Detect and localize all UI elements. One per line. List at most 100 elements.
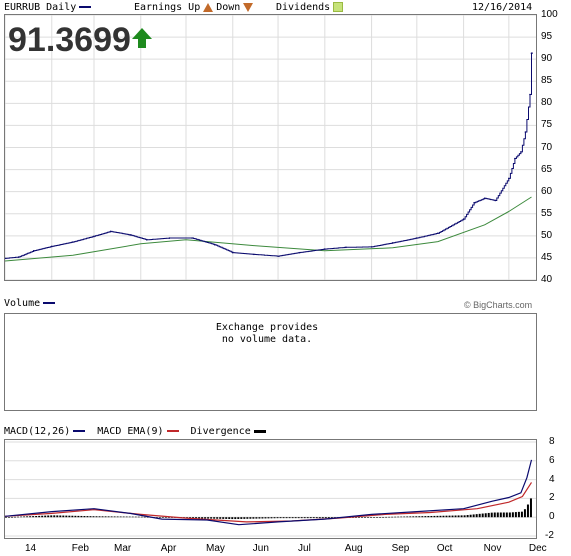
no-volume-line-2: no volume data.	[221, 334, 313, 345]
divergence-bar	[306, 517, 309, 519]
divergence-bar	[41, 515, 44, 518]
divergence-bar	[478, 513, 481, 518]
divergence-bar	[228, 517, 231, 519]
divergence-bar	[192, 517, 195, 519]
divergence-bar	[216, 517, 219, 519]
macd-chart	[5, 441, 536, 537]
divergence-bar	[237, 517, 240, 519]
divergence-bar	[125, 516, 128, 518]
divergence-bar	[189, 517, 192, 519]
macd-y-tick-label: 0	[549, 511, 555, 523]
divergence-bar	[131, 516, 134, 518]
divergence-bar	[225, 517, 228, 519]
divergence-bar	[167, 517, 170, 518]
divergence-bar	[520, 511, 523, 518]
ema-legend-swatch	[166, 430, 179, 432]
price-y-tick-label: 45	[541, 251, 553, 263]
x-tick-label: Dec	[528, 543, 547, 554]
chart-title: EURRUB Daily	[4, 2, 92, 14]
divergence-bar	[47, 515, 50, 518]
price-data-point	[277, 255, 279, 257]
divergence-bar	[475, 514, 478, 518]
divergence-bar	[140, 516, 143, 518]
price-data-point	[253, 253, 255, 256]
divergence-bar	[26, 516, 29, 518]
divergence-bar	[32, 516, 35, 518]
x-tick-label: Jul	[298, 543, 311, 554]
price-data-point	[508, 177, 510, 180]
divergence-bar	[297, 517, 300, 519]
divergence-bar	[291, 517, 294, 519]
price-data-point	[109, 230, 112, 233]
divergence-bar	[427, 516, 430, 518]
divergence-bar	[409, 516, 412, 518]
divergence-bar	[370, 517, 373, 518]
x-tick-label: Feb	[71, 543, 89, 554]
macd-legend: MACD(12,26) MACD EMA(9) Divergence	[4, 426, 266, 438]
divergence-bar	[59, 515, 62, 518]
divergence-bar	[71, 515, 74, 518]
divergence-bar	[448, 515, 451, 518]
divergence-bar	[14, 516, 17, 518]
divergence-legend-swatch	[253, 429, 266, 433]
divergence-bar	[379, 517, 382, 518]
x-tick-label: May	[206, 543, 225, 554]
divergence-bar	[496, 512, 499, 518]
divergence-bar	[107, 516, 110, 518]
price-data-point	[5, 257, 6, 260]
divergence-bar	[74, 515, 77, 518]
divergence-bar	[300, 517, 303, 519]
price-data-point	[437, 232, 439, 234]
no-volume-message: Exchange provides no volume data.	[187, 322, 347, 346]
bigcharts-credit: © BigCharts.com	[464, 300, 533, 310]
divergence-bar	[436, 515, 439, 518]
divergence-bar	[327, 517, 330, 519]
divergence-bar	[38, 515, 41, 518]
divergence-bar	[29, 516, 32, 518]
divergence-bar	[303, 517, 306, 519]
divergence-bar	[222, 517, 225, 519]
divergence-bar	[20, 516, 23, 518]
price-y-tick-label: 60	[541, 185, 553, 197]
dividends-label: Dividends	[276, 2, 331, 13]
divergence-bar	[424, 516, 427, 518]
macd-y-tick-label: 2	[549, 492, 555, 504]
divergence-bar	[502, 512, 505, 518]
divergence-bar	[83, 516, 86, 518]
divergence-bar	[35, 515, 38, 518]
divergence-bar	[406, 516, 409, 518]
divergence-bar	[195, 517, 198, 519]
price-data-point	[168, 237, 171, 239]
divergence-bar	[357, 517, 360, 518]
earnings-legend: Earnings Up Down	[134, 2, 256, 14]
divergence-bar	[403, 516, 406, 518]
divergence-bar	[204, 517, 207, 519]
price-data-point	[416, 237, 418, 239]
divergence-bar	[421, 516, 424, 518]
divergence-bar	[89, 516, 92, 518]
divergence-bar	[508, 512, 511, 518]
divergence-bar	[80, 515, 83, 518]
divergence-bar	[17, 516, 20, 518]
price-panel	[4, 14, 537, 281]
price-data-point	[370, 246, 373, 248]
divergence-bar	[104, 516, 107, 518]
divergence-bar	[23, 516, 26, 518]
divergence-bar	[11, 516, 14, 518]
price-data-point	[72, 241, 74, 243]
divergence-bar	[95, 516, 98, 518]
divergence-bar	[529, 498, 532, 518]
divergence-bar	[5, 517, 7, 518]
price-data-point	[17, 256, 20, 258]
macd-panel	[4, 439, 537, 539]
divergence-bar	[252, 517, 255, 519]
divergence-bar	[86, 516, 89, 518]
price-data-point	[345, 246, 347, 249]
divergence-bar	[394, 516, 397, 518]
divergence-bar	[511, 512, 514, 518]
macd-y-tick-label: 8	[549, 436, 555, 447]
divergence-bar	[418, 516, 421, 518]
price-data-point	[324, 248, 326, 250]
divergence-bar	[523, 509, 526, 518]
price-y-tick-label: 65	[541, 163, 553, 175]
